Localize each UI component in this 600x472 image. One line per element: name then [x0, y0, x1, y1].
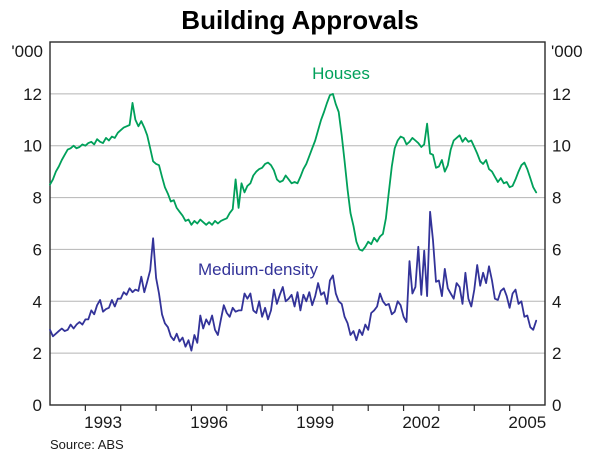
y-tick-label-right: 8: [552, 189, 561, 208]
series-label-houses: Houses: [312, 64, 370, 83]
y-tick-label-right: 0: [552, 396, 561, 415]
y-axis-unit-right: '000: [551, 42, 583, 61]
series-line-houses: [49, 93, 538, 252]
y-tick-label-right: 4: [552, 292, 561, 311]
y-tick-label-right: 12: [552, 85, 571, 104]
y-tick-label-left: 4: [33, 292, 42, 311]
series-line-medium-density: [49, 210, 538, 352]
y-tick-label-left: 12: [23, 85, 42, 104]
x-tick-label: 1993: [84, 413, 122, 432]
series-label-medium-density: Medium-density: [198, 260, 318, 279]
x-tick-label: 1999: [296, 413, 334, 432]
chart-title: Building Approvals: [181, 5, 419, 35]
y-axis-unit-left: '000: [11, 42, 43, 61]
y-tick-label-right: 6: [552, 240, 561, 259]
plot-frame: [49, 41, 546, 406]
x-tick-label: 2005: [508, 413, 546, 432]
y-tick-label-left: 8: [33, 189, 42, 208]
y-tick-label-right: 2: [552, 344, 561, 363]
x-tick-label: 1996: [190, 413, 228, 432]
source-note: Source: ABS: [50, 437, 124, 452]
y-tick-label-left: 0: [33, 396, 42, 415]
y-tick-label-left: 10: [23, 137, 42, 156]
y-tick-label-left: 6: [33, 240, 42, 259]
y-tick-label-right: 10: [552, 137, 571, 156]
x-tick-label: 2002: [402, 413, 440, 432]
y-tick-label-left: 2: [33, 344, 42, 363]
